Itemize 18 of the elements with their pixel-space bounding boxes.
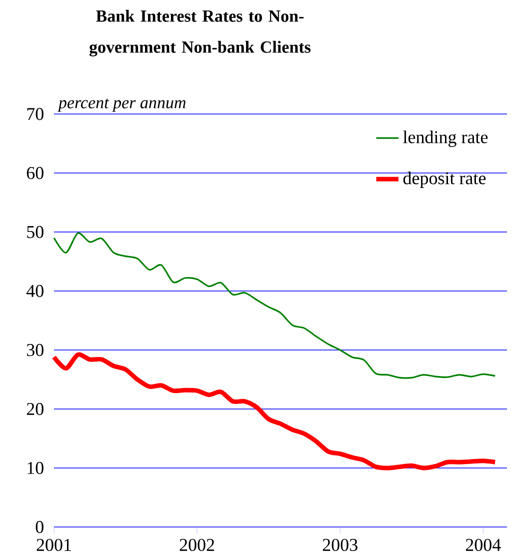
y-tick-label: 70 [27, 108, 44, 120]
y-tick-label: 40 [26, 284, 44, 298]
y-tick-label: 60 [26, 166, 44, 180]
legend-label: lending rate [403, 130, 488, 147]
x-tick-label: 2002 [180, 538, 214, 552]
y-axis-title: percent per annum [57, 98, 186, 112]
y-tick-label: 0 [36, 520, 44, 534]
legend-label: deposit rate [403, 172, 486, 188]
line-series [53, 232, 496, 379]
y-tick-label: 10 [28, 462, 44, 474]
line-series [52, 352, 498, 470]
y-tick-label: 50 [27, 226, 44, 238]
x-tick-label: 2001 [36, 538, 71, 552]
x-tick-label: 2004 [466, 538, 501, 552]
y-tick-label: 30 [26, 344, 44, 356]
x-tick-label: 2003 [322, 538, 358, 552]
y-tick-label: 20 [26, 402, 44, 416]
chart-title: Bank Interest Rates to Non- government Non-bank Clients [89, 10, 311, 56]
